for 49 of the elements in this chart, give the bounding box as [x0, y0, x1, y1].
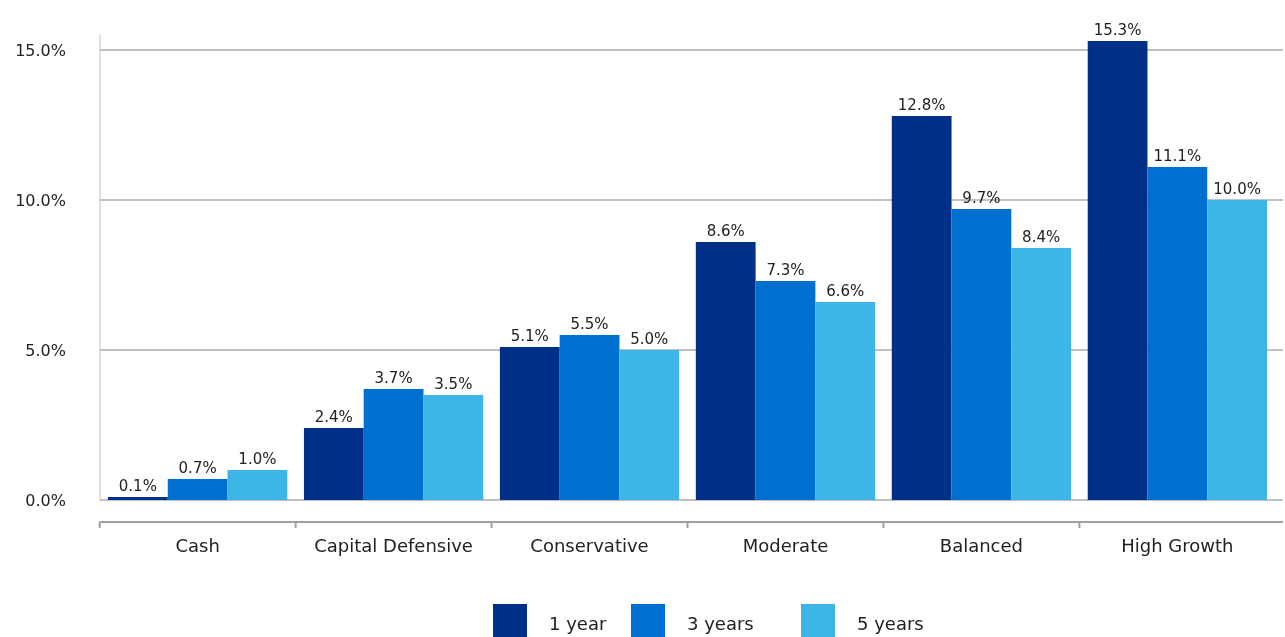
- legend-label: 3 years: [687, 613, 754, 634]
- x-tick-label: Balanced: [939, 535, 1024, 556]
- x-tick-label: Cash: [175, 535, 220, 556]
- bar: [951, 209, 1012, 500]
- bar: [227, 470, 288, 500]
- legend-label: 1 year: [549, 613, 607, 634]
- bar: [167, 479, 228, 500]
- data-label: 6.6%: [826, 282, 865, 300]
- data-label: 3.5%: [434, 375, 473, 393]
- bar: [108, 497, 168, 500]
- data-label: 5.1%: [510, 327, 549, 345]
- data-label: 0.1%: [118, 477, 157, 495]
- bar: [423, 395, 484, 500]
- x-tick-label: Capital Defensive: [314, 535, 473, 556]
- data-label: 8.6%: [706, 222, 745, 240]
- x-tick-label: High Growth: [1121, 535, 1234, 556]
- data-label: 1.0%: [238, 450, 277, 468]
- y-tick-label: 15.0%: [15, 40, 66, 60]
- data-label: 3.7%: [374, 369, 413, 387]
- bar: [1147, 167, 1208, 500]
- bar: [1207, 200, 1267, 500]
- data-label: 15.3%: [1093, 21, 1142, 39]
- bar: [1087, 41, 1148, 500]
- bar: [695, 242, 756, 500]
- y-tick-label: 0.0%: [25, 490, 66, 510]
- y-tick-label: 10.0%: [15, 190, 66, 210]
- x-tick-label: Conservative: [530, 535, 649, 556]
- data-label: 10.0%: [1213, 180, 1261, 198]
- bar: [815, 302, 876, 500]
- data-label: 5.5%: [570, 315, 609, 333]
- bar: [619, 350, 680, 500]
- data-label: 9.7%: [962, 189, 1001, 207]
- bar: [303, 428, 364, 500]
- data-label: 12.8%: [897, 96, 946, 114]
- bar: [363, 389, 424, 500]
- data-label: 8.4%: [1022, 228, 1061, 246]
- data-label: 7.3%: [766, 261, 805, 279]
- y-tick-label: 5.0%: [25, 340, 66, 360]
- bar: [1011, 248, 1072, 500]
- data-label: 5.0%: [630, 330, 669, 348]
- legend-label: 5 years: [857, 613, 924, 634]
- data-label: 0.7%: [178, 459, 217, 477]
- bar: [499, 347, 560, 500]
- bar: [891, 116, 952, 500]
- bar: [755, 281, 816, 500]
- x-tick-label: Moderate: [742, 535, 829, 556]
- bar: [559, 335, 620, 500]
- data-label: 2.4%: [314, 408, 353, 426]
- data-label: 11.1%: [1153, 147, 1202, 165]
